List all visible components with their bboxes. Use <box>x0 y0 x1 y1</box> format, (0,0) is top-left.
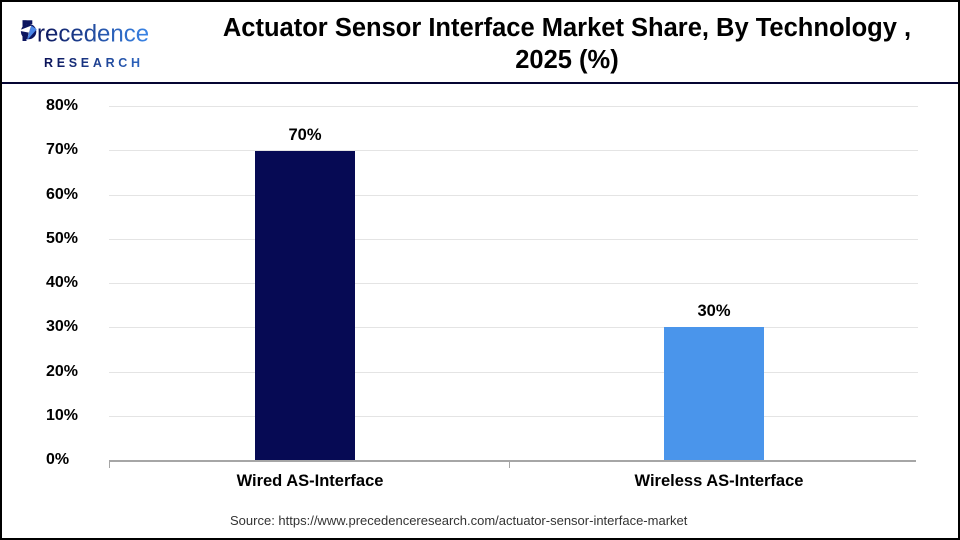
svg-text:recedence: recedence <box>37 21 149 48</box>
